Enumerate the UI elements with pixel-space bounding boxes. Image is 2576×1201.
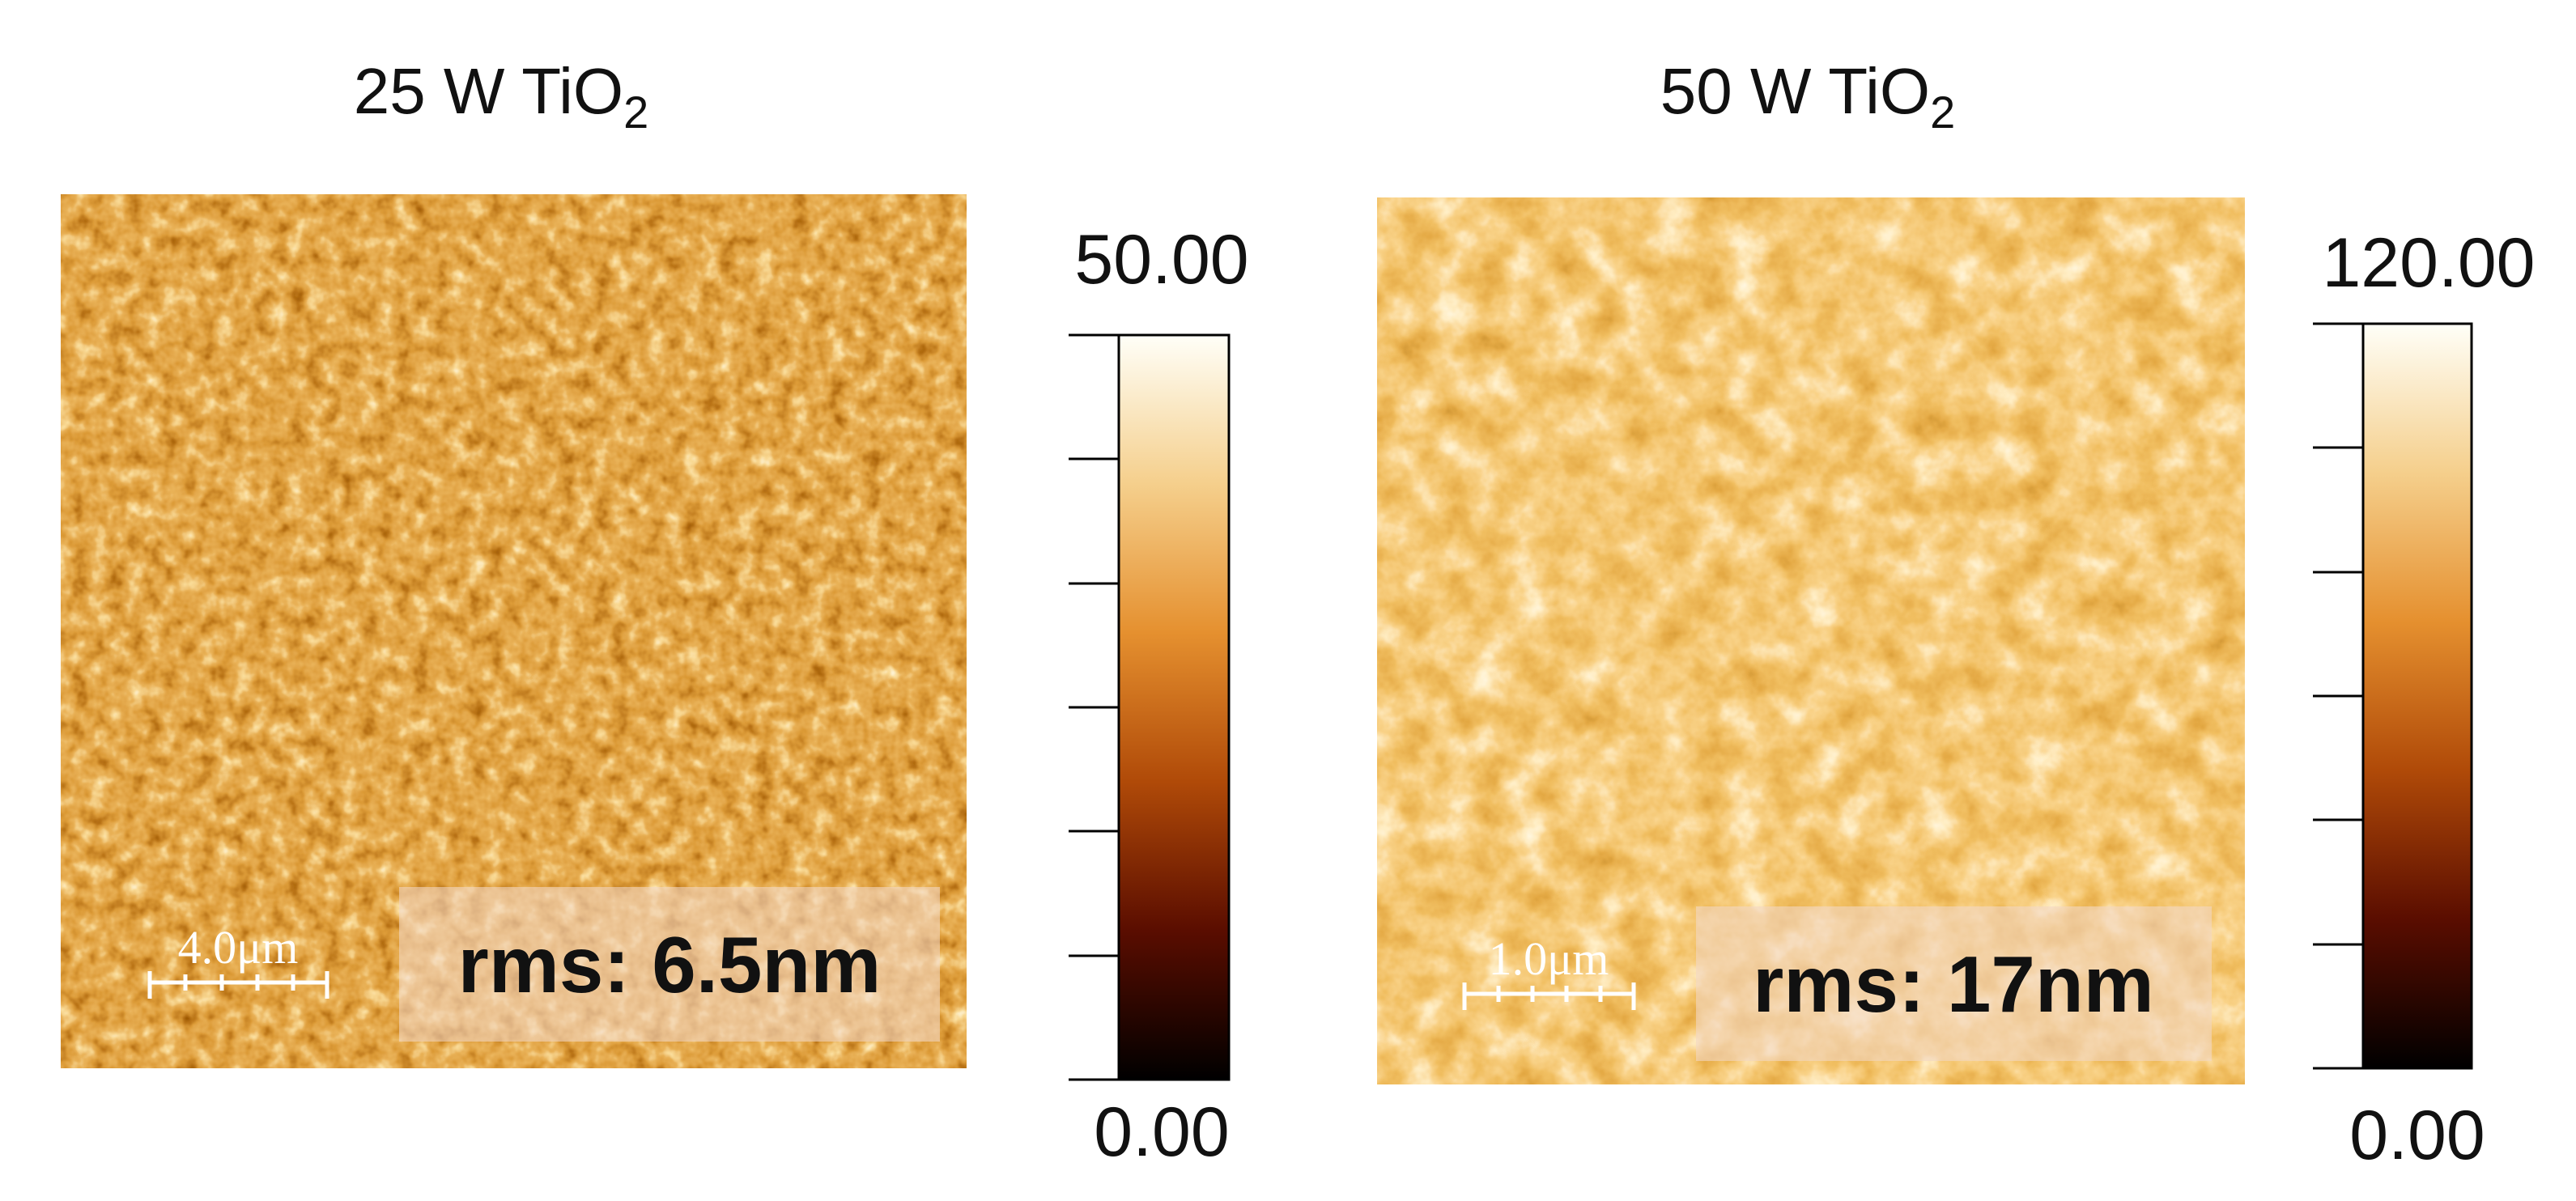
colorbar-max: 50.00 [1074, 221, 1248, 299]
colorbar-ticks [2313, 322, 2363, 1070]
panel-title: 50 W TiO2 [1660, 55, 1956, 138]
colorbar [2361, 322, 2473, 1070]
colorbar-min: 0.00 [1094, 1093, 1229, 1171]
colorbar [1117, 333, 1231, 1081]
panel: 25 W TiO2 4.0μm rms: 6.5nm 50.00 0.00 [61, 55, 1249, 1171]
colorbar-min: 0.00 [2349, 1097, 2485, 1174]
scale-bar [147, 971, 329, 999]
title-subscript: 2 [623, 87, 648, 138]
colorbar-max: 120.00 [2322, 224, 2535, 302]
panel-title: 25 W TiO2 [354, 55, 649, 138]
panel: 50 W TiO2 1.0μm rms: 17nm 120.00 0.00 [1377, 55, 2536, 1174]
scale-bar-label: 4.0μm [178, 921, 299, 974]
title-text: 25 W TiO [354, 55, 623, 127]
scale-bar [1462, 982, 1636, 1010]
rms-label: rms: 6.5nm [458, 920, 882, 1009]
scale-bar-label: 1.0μm [1489, 932, 1609, 985]
rms-label: rms: 17nm [1753, 940, 2154, 1029]
colorbar-ticks [1069, 333, 1119, 1081]
rms-box [399, 887, 940, 1042]
rms-box [1696, 906, 2212, 1061]
title-text: 50 W TiO [1660, 55, 1930, 127]
title-subscript: 2 [1930, 87, 1955, 138]
